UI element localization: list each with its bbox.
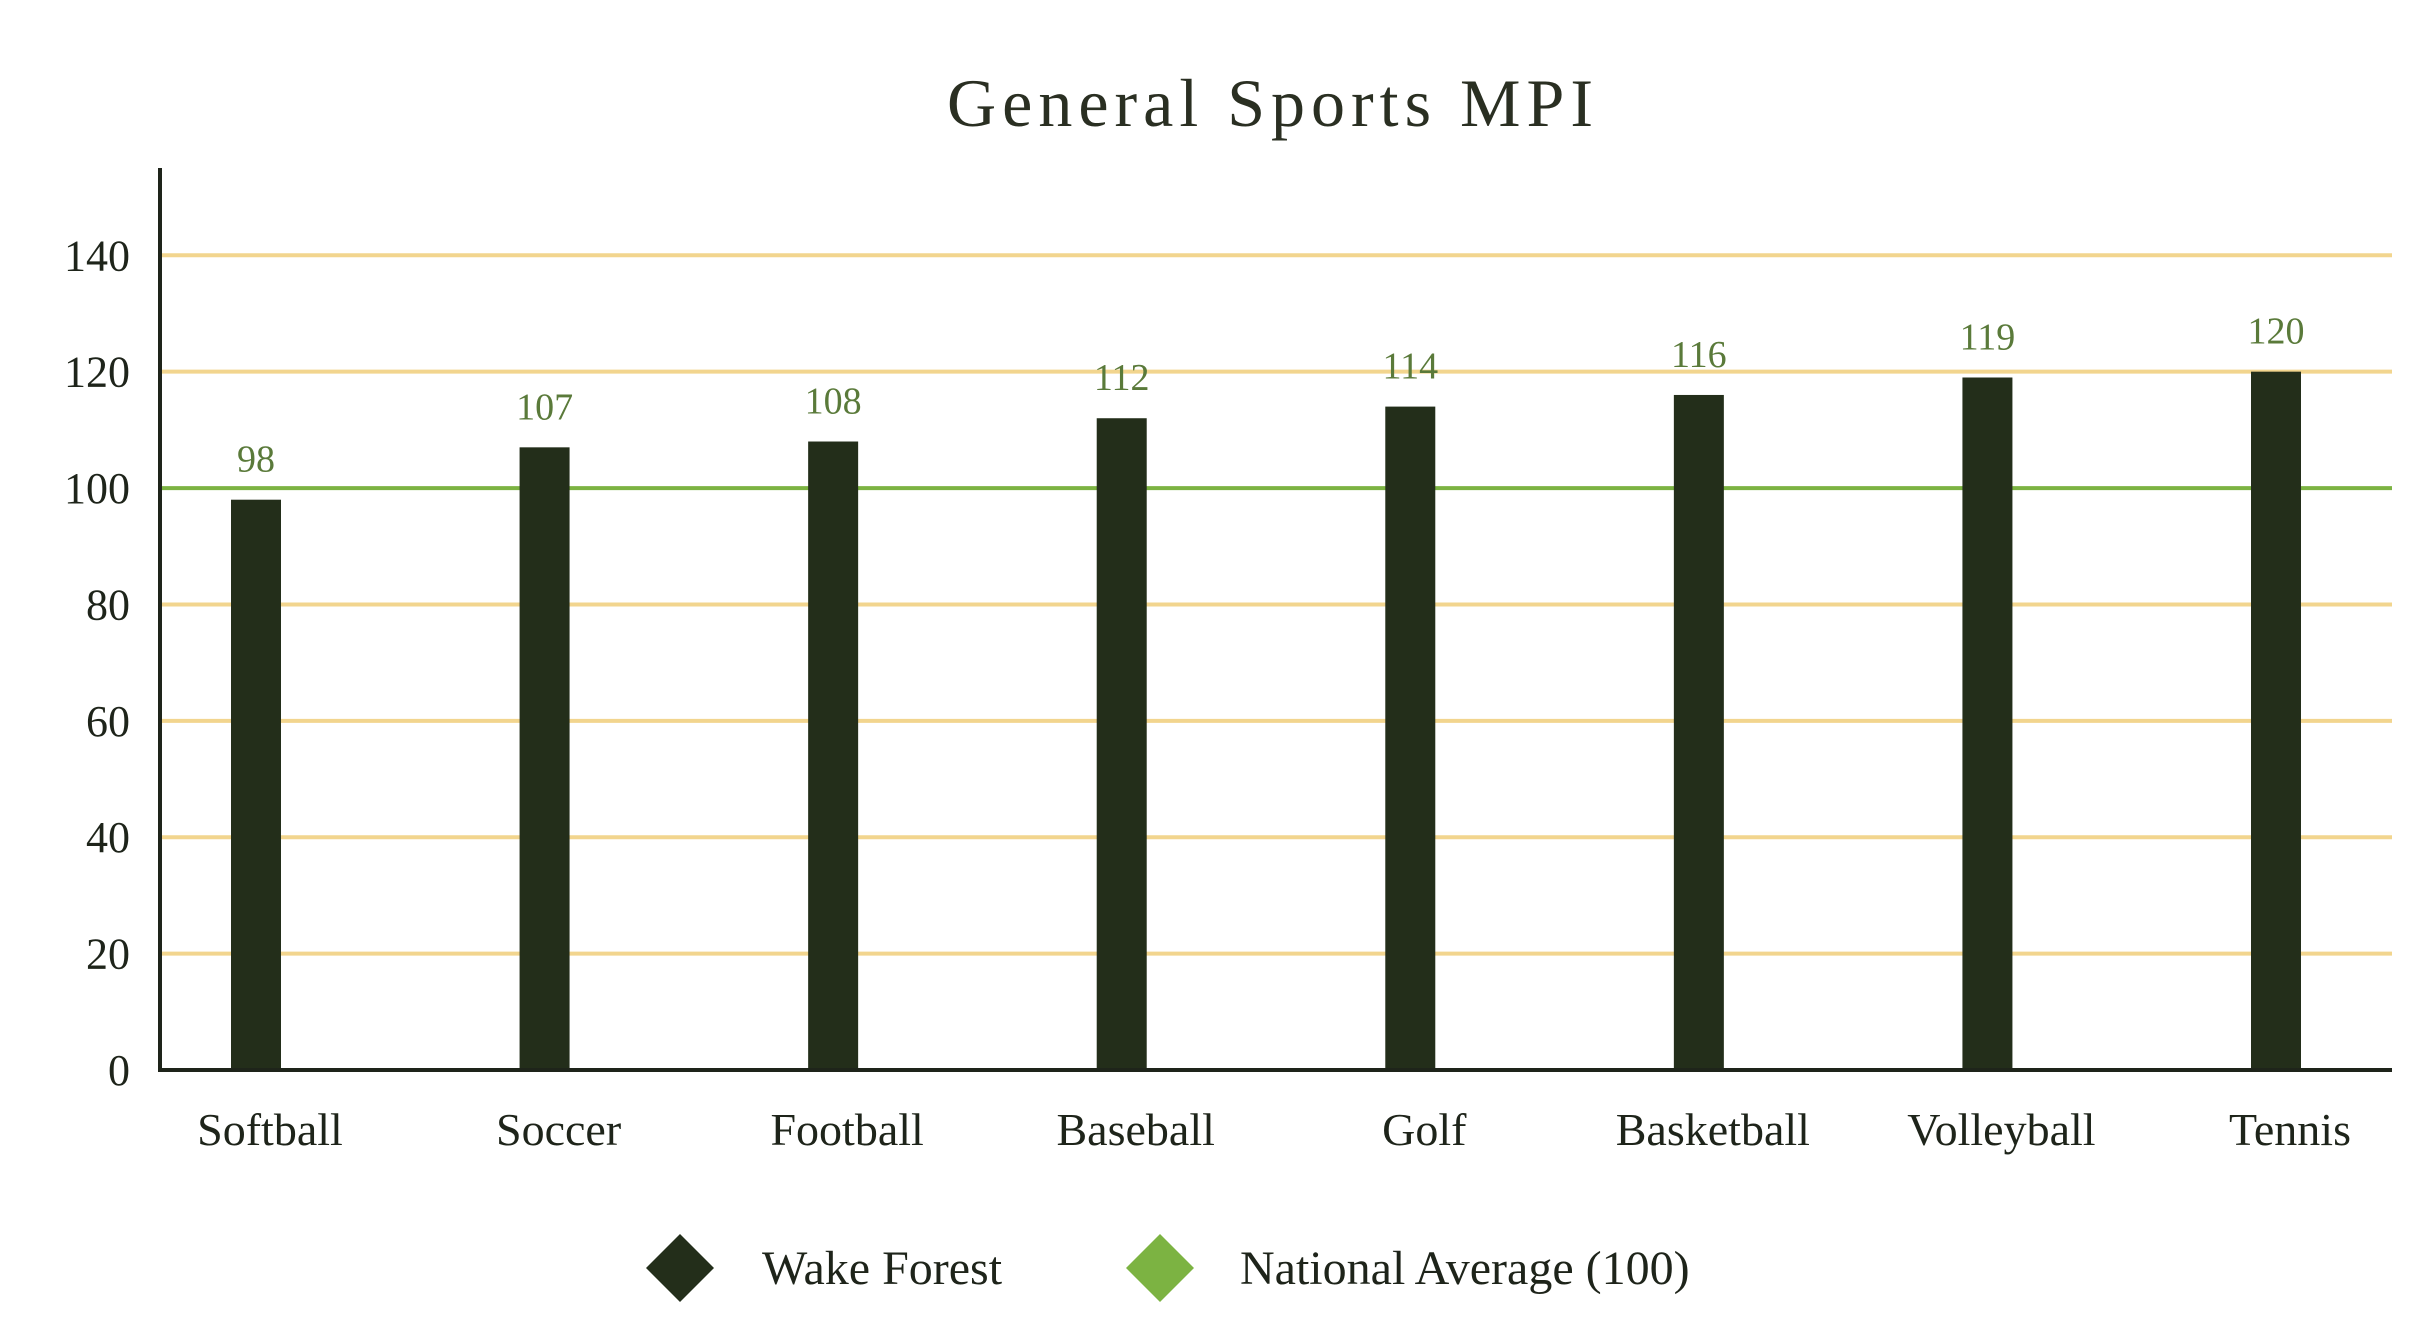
data-label-soccer: 107 <box>516 386 573 428</box>
bar-baseball <box>1096 418 1147 1070</box>
x-tick-label-soccer: Soccer <box>496 1104 621 1155</box>
y-tick-label-140: 140 <box>64 231 130 280</box>
x-tick-label-golf: Golf <box>1382 1104 1467 1155</box>
data-labels: 98 107 108 112 114 116 119 120 <box>237 311 2305 481</box>
bar-softball <box>231 499 281 1070</box>
bar-tennis <box>2251 371 2301 1070</box>
legend: Wake Forest National Average (100) <box>646 1234 1690 1302</box>
data-label-baseball: 112 <box>1094 357 1150 399</box>
bar-golf <box>1385 406 1436 1071</box>
bar-basketball <box>1673 394 1724 1070</box>
y-tick-label-120: 120 <box>64 348 130 397</box>
x-tick-label-baseball: Baseball <box>1057 1104 1215 1155</box>
y-tick-label-20: 20 <box>86 930 130 979</box>
axes <box>158 168 2392 1072</box>
y-tick-label-100: 100 <box>64 464 130 513</box>
legend-marker-wake-forest <box>646 1234 714 1302</box>
bars <box>231 371 2301 1071</box>
y-tick-labels: 0 20 40 60 80 100 120 140 <box>64 231 130 1095</box>
y-tick-label-60: 60 <box>86 697 130 746</box>
y-tick-label-40: 40 <box>86 813 130 862</box>
legend-label-national-average-100: National Average (100) <box>1240 1242 1690 1295</box>
x-tick-label-volleyball: Volleyball <box>1907 1104 2095 1155</box>
x-tick-label-tennis: Tennis <box>2229 1104 2351 1155</box>
y-tick-label-0: 0 <box>108 1046 130 1095</box>
bar-football <box>808 441 859 1071</box>
x-tick-label-basketball: Basketball <box>1616 1104 1810 1155</box>
data-label-golf: 114 <box>1382 346 1438 388</box>
y-tick-label-80: 80 <box>86 580 130 629</box>
grid-lines <box>160 253 2392 956</box>
data-label-football: 108 <box>805 381 862 423</box>
bar-soccer <box>519 447 570 1070</box>
data-label-basketball: 116 <box>1671 334 1727 376</box>
chart-title: General Sports MPI <box>947 65 1599 141</box>
legend-label-wake-forest: Wake Forest <box>762 1242 1003 1295</box>
data-label-softball: 98 <box>237 439 275 481</box>
legend-marker-national-average-100 <box>1126 1234 1194 1302</box>
x-tick-labels: Softball Soccer Football Baseball Golf Basket… <box>197 1104 2351 1155</box>
data-label-tennis: 120 <box>2248 311 2305 353</box>
x-tick-label-softball: Softball <box>197 1104 343 1155</box>
bar-volleyball <box>1962 377 2013 1070</box>
x-tick-label-football: Football <box>770 1104 923 1155</box>
data-label-volleyball: 119 <box>1960 316 2016 358</box>
